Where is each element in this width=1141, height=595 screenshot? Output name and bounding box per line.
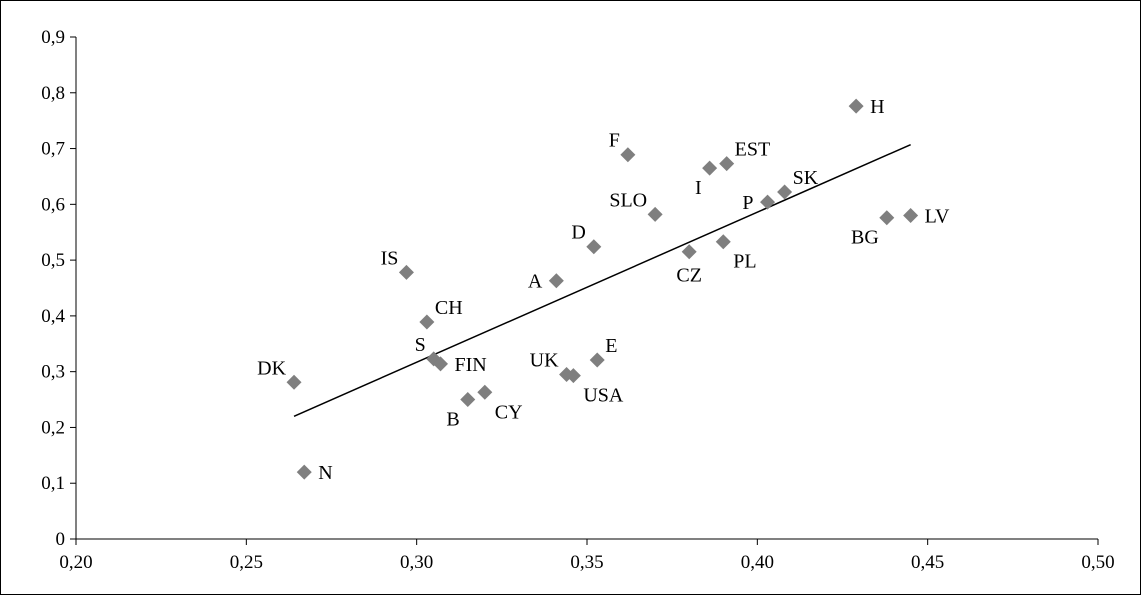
point-label-b: B [446,409,459,431]
point-marker-is [398,264,414,280]
x-tick-label: 0,25 [230,552,263,573]
point-label-slo: SLO [609,189,647,211]
y-tick-label: 0,6 [41,194,65,215]
point-label-h: H [870,96,884,118]
point-label-n: N [318,462,332,484]
point-label-cy: CY [495,401,523,423]
x-tick-label: 0,40 [741,552,774,573]
point-label-is: IS [381,247,399,269]
point-marker-lv [903,207,919,223]
y-tick-label: 0,7 [41,139,65,160]
x-tick-label: 0,35 [570,552,603,573]
point-label-usa: USA [583,385,624,407]
point-label-uk: UK [530,349,559,371]
point-marker-dk [286,374,302,390]
point-label-ch: CH [435,297,463,319]
point-marker-b [460,392,476,408]
point-marker-a [548,273,564,289]
point-marker-slo [647,206,663,222]
point-label-lv: LV [925,205,950,227]
point-label-s: S [415,334,426,356]
x-tick-label: 0,50 [1081,552,1114,573]
y-tick-label: 0,8 [41,83,65,104]
point-label-a: A [528,271,543,293]
y-tick-label: 0 [56,529,66,550]
y-tick-label: 0,5 [41,250,65,271]
point-label-pl: PL [733,251,756,273]
point-marker-p [760,194,776,210]
y-axis-ticks: 0 0,1 0,2 0,3 0,4 0,5 0,6 0,7 0,8 0,9 [41,27,76,550]
x-tick-label: 0,20 [59,552,92,573]
x-tick-label: 0,45 [911,552,944,573]
point-label-d: D [571,222,585,244]
point-marker-cz [681,244,697,260]
point-label-dk: DK [257,357,286,379]
y-tick-label: 0,1 [41,473,65,494]
trendline [293,143,911,417]
point-label-i: I [695,177,702,199]
point-marker-est [719,156,735,172]
y-tick-label: 0,9 [41,27,65,48]
point-marker-pl [715,234,731,250]
point-marker-e [589,352,605,368]
y-tick-label: 0,2 [41,417,65,438]
point-label-est: EST [735,139,771,161]
point-label-f: F [609,130,620,152]
point-marker-f [620,147,636,163]
point-marker-bg [879,210,895,226]
point-label-e: E [605,335,617,357]
point-marker-sk [777,184,793,200]
point-marker-ch [419,314,435,330]
point-labels: H F I EST SK P SLO LV BG D CZ PL IS A CH S FIN E UK USA DK CY… [257,96,950,484]
y-tick-label: 0,3 [41,362,65,383]
x-tick-label: 0,30 [400,552,433,573]
point-marker-d [586,239,602,255]
point-label-p: P [742,192,753,214]
point-marker-n [296,464,312,480]
point-label-bg: BG [851,227,879,249]
y-tick-label: 0,4 [41,306,65,327]
point-label-fin: FIN [455,354,487,376]
point-marker-fin [433,356,449,372]
data-points [286,98,919,480]
point-marker-h [848,98,864,114]
point-label-cz: CZ [676,265,702,287]
point-marker-cy [477,384,493,400]
point-label-sk: SK [793,167,819,189]
point-marker-i [702,160,718,176]
x-axis-ticks: 0,20 0,25 0,30 0,35 0,40 0,45 0,50 [59,539,1115,573]
point-marker-usa [565,368,581,384]
